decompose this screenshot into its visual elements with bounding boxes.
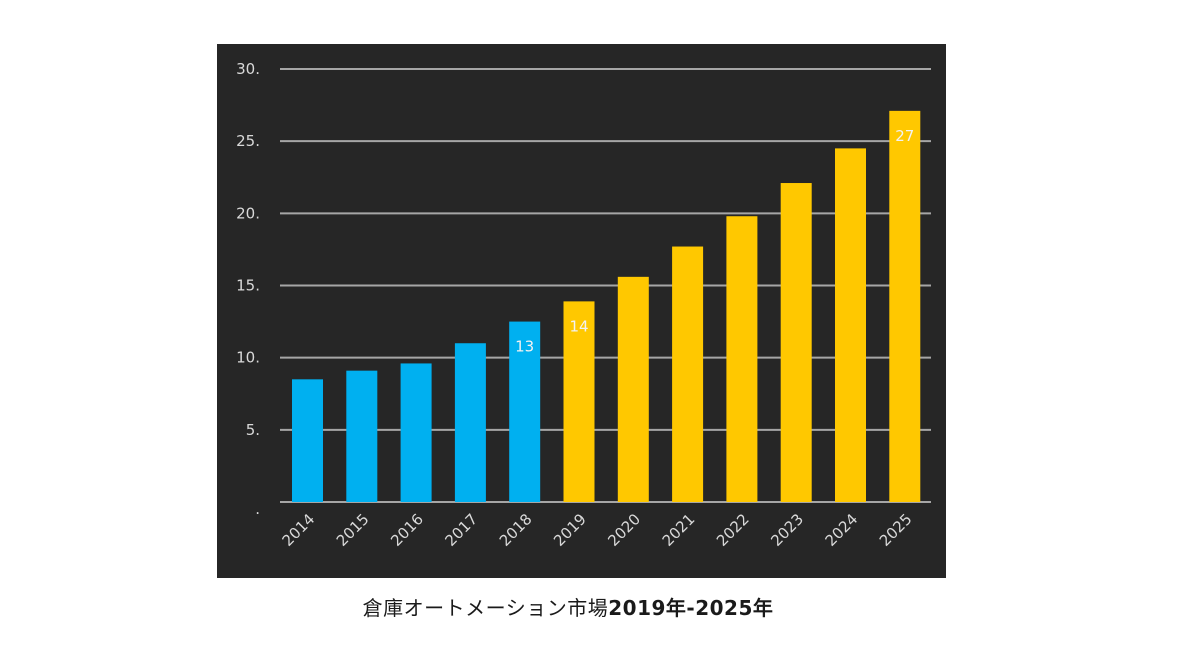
bar-2024 bbox=[835, 148, 866, 502]
chart-title-text: 倉庫オートメーション市場 bbox=[362, 596, 609, 620]
x-tick-label: 2019 bbox=[550, 510, 590, 550]
data-label-2025: 27 bbox=[895, 127, 914, 145]
x-tick-label: 2024 bbox=[822, 510, 862, 550]
bar-2020 bbox=[617, 276, 649, 502]
y-tick-label: 10. bbox=[236, 349, 260, 367]
bar-2025 bbox=[889, 110, 921, 503]
chart-title-years: 2019年-2025年 bbox=[608, 596, 774, 620]
x-tick-label: 2022 bbox=[713, 510, 753, 550]
data-label-2019: 14 bbox=[569, 317, 588, 335]
bar-2014 bbox=[292, 379, 323, 502]
x-tick-label: 2016 bbox=[387, 510, 427, 550]
bar-2019 bbox=[563, 301, 595, 502]
x-tick-label: 2020 bbox=[604, 510, 644, 550]
x-tick-label: 2018 bbox=[496, 510, 536, 550]
chart-panel: . 5. 10. 15. 20. 25. 30. 13 14 27 2014 2015 2016 20… bbox=[217, 44, 946, 578]
bar-2017 bbox=[454, 343, 486, 502]
bar-2016 bbox=[400, 363, 432, 502]
bar-2015 bbox=[346, 370, 378, 502]
y-tick-label: . bbox=[255, 500, 260, 518]
data-label-2018: 13 bbox=[515, 338, 534, 356]
bar-2022 bbox=[726, 216, 758, 502]
gridlines bbox=[280, 68, 931, 503]
y-axis-ticks: . 5. 10. 15. 20. 25. 30. bbox=[236, 60, 260, 518]
x-tick-label: 2015 bbox=[333, 510, 373, 550]
x-tick-label: 2023 bbox=[767, 510, 807, 550]
bars bbox=[292, 110, 921, 503]
x-tick-label: 2025 bbox=[876, 510, 916, 550]
x-tick-label: 2021 bbox=[659, 510, 699, 550]
data-labels: 13 14 27 bbox=[515, 127, 914, 356]
bar-2023 bbox=[780, 183, 812, 503]
bar-2021 bbox=[672, 246, 704, 502]
x-axis-ticks: 2014 2015 2016 2017 2018 2019 2020 2021 2022 2023… bbox=[279, 510, 916, 550]
x-tick-label: 2017 bbox=[441, 510, 481, 550]
y-tick-label: 20. bbox=[236, 204, 260, 222]
chart-title: 倉庫オートメーション市場2019年-2025年 bbox=[0, 592, 1136, 621]
y-tick-label: 30. bbox=[236, 60, 260, 78]
y-tick-label: 5. bbox=[246, 421, 260, 439]
x-tick-label: 2014 bbox=[279, 510, 319, 550]
bar-2018 bbox=[509, 321, 541, 502]
y-tick-label: 25. bbox=[236, 132, 260, 150]
y-tick-label: 15. bbox=[236, 277, 260, 295]
